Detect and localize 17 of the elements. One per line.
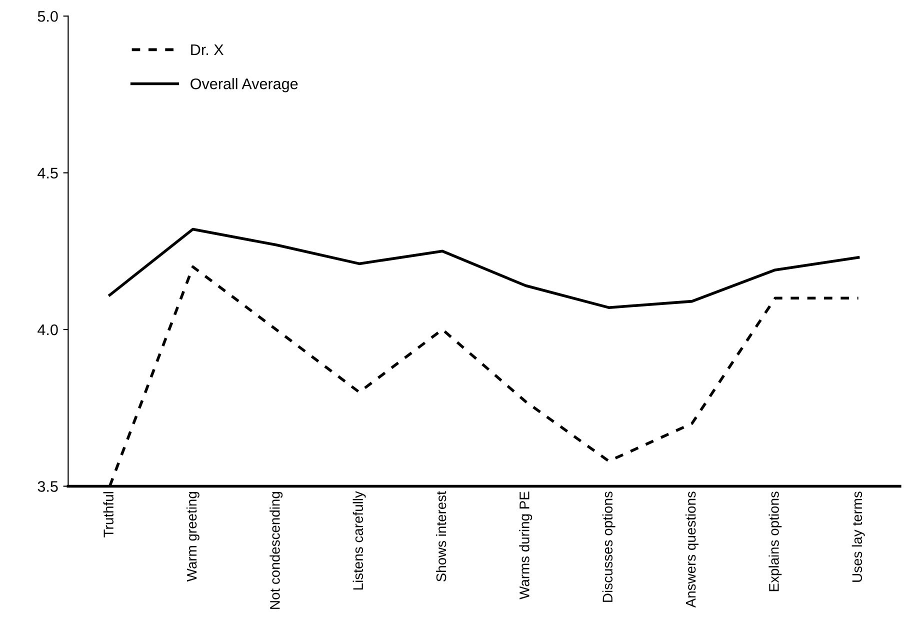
y-tick-label: 4.0 — [38, 324, 58, 336]
line-series — [108, 228, 860, 309]
x-tick-label: Not condescending — [270, 492, 283, 609]
x-tick-label: Truthful — [103, 492, 114, 538]
y-tick-label: 5.0 — [38, 10, 58, 22]
legend-label: Overall Average — [190, 78, 298, 92]
x-tick-label: Discusses options — [602, 492, 616, 602]
x-tick-label: Warms during PE — [519, 492, 532, 600]
x-tick-label: Warm greeting — [186, 492, 200, 582]
x-tick-label: Uses lay terms — [852, 492, 865, 582]
legend-label: Dr. X — [191, 44, 224, 56]
y-tick-label: 3.5 — [38, 481, 58, 492]
y-tick-label: 4.5 — [38, 168, 58, 178]
x-tick-label: Answers questions — [686, 492, 698, 608]
x-tick-label: Listens carefully — [352, 491, 366, 590]
x-tick-label: Shows interest — [436, 491, 446, 582]
x-tick-label: Explains options — [768, 492, 782, 592]
